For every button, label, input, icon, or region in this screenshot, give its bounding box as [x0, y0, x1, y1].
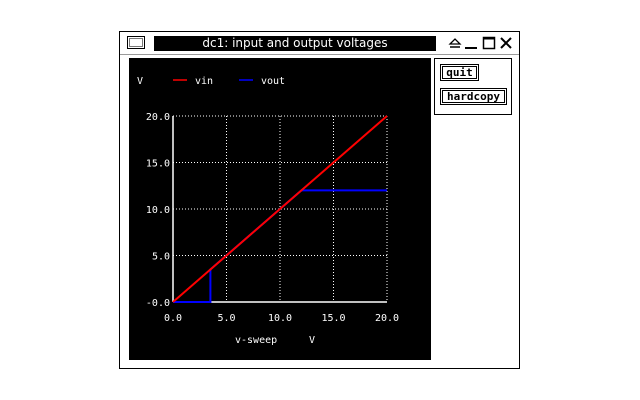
x-tick-label: 15.0 — [321, 313, 345, 324]
close-icon[interactable] — [498, 35, 514, 51]
window-menu-icon[interactable] — [127, 36, 145, 49]
title-strip: dc1: input and output voltages — [154, 36, 436, 51]
y-tick-label: 15.0 — [146, 159, 170, 170]
x-tick-label: 10.0 — [268, 313, 292, 324]
shade-icon[interactable] — [447, 35, 463, 51]
command-panel: quit hardcopy — [434, 58, 512, 115]
quit-button[interactable]: quit — [440, 64, 479, 81]
window-menu-icon-inner — [129, 38, 143, 47]
x-axis-unit: V — [309, 335, 315, 346]
data-series — [172, 115, 388, 303]
x-tick-label: 5.0 — [217, 313, 235, 324]
hardcopy-button[interactable]: hardcopy — [440, 88, 507, 105]
series-line-vout — [173, 189, 387, 303]
y-tick-label: 5.0 — [152, 252, 170, 263]
title-bar[interactable]: dc1: input and output voltages — [120, 32, 519, 55]
x-axis-label: v-sweep — [235, 335, 277, 346]
legend-label-vout: vout — [261, 76, 285, 87]
series-line-vin — [172, 115, 388, 303]
tick-labels: 0.0 5.0 10.0 15.0 20.0 -0.0 5.0 10.0 15.0 20.0 — [146, 112, 399, 324]
plot-area[interactable]: V vin vout 0.0 5.0 10.0 15.0 20.0 -0.0 5.0 10.0… — [129, 58, 431, 360]
voltage-plot: V vin vout 0.0 5.0 10.0 15.0 20.0 -0.0 5.0 10.0… — [137, 76, 399, 346]
y-tick-label: 10.0 — [146, 205, 170, 216]
y-tick-label: -0.0 — [146, 298, 170, 309]
window-title: dc1: input and output voltages — [202, 36, 388, 50]
plot-window: dc1: input and output voltages — [119, 31, 520, 369]
x-tick-label: 0.0 — [164, 313, 182, 324]
x-tick-label: 20.0 — [375, 313, 399, 324]
legend-label-vin: vin — [195, 76, 213, 87]
y-axis-unit: V — [137, 76, 143, 87]
y-tick-label: 20.0 — [146, 112, 170, 123]
maximize-icon[interactable] — [481, 35, 497, 51]
minimize-icon[interactable] — [463, 35, 479, 51]
